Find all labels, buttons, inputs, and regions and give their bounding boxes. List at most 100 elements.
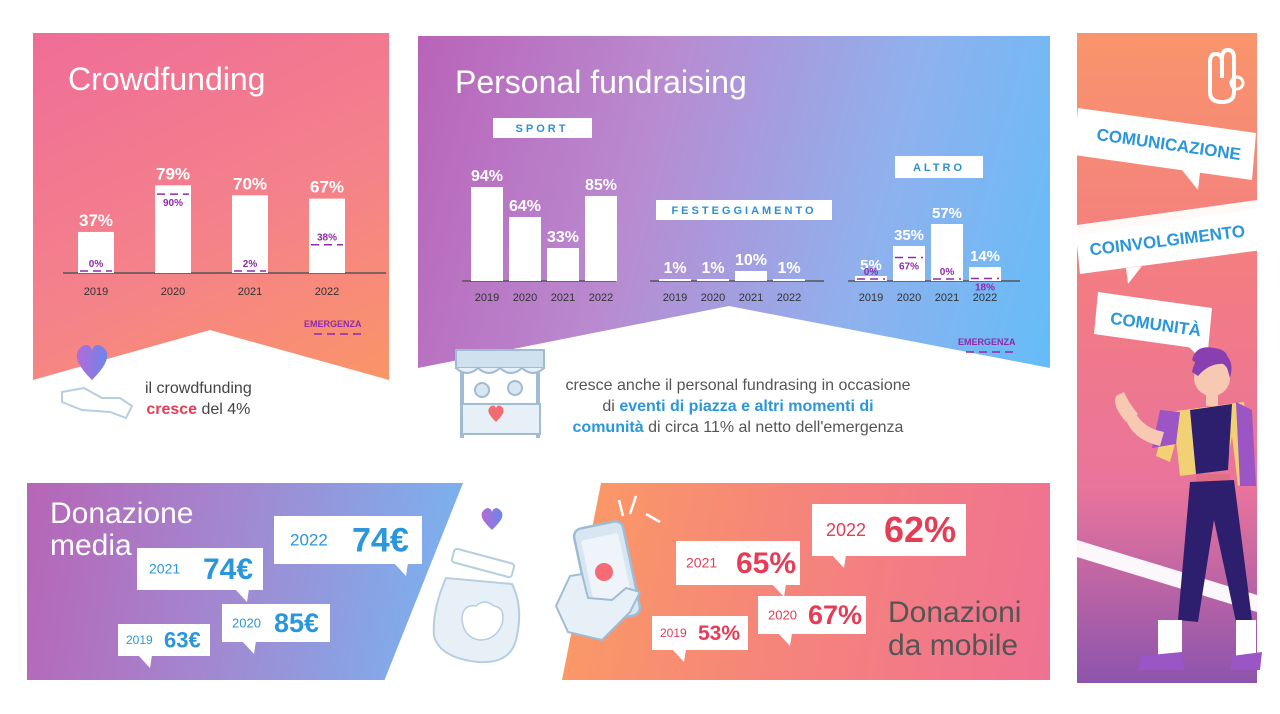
emergency-value-altro-2019: 0% [864, 267, 879, 278]
year-label-crowdfunding-2021: 2021 [238, 286, 262, 298]
emergency-value-crowdfunding-2021: 2% [243, 259, 258, 270]
bubble-year-mobile-2021: 2021 [686, 555, 717, 571]
year-label-festeggiamento-2022: 2022 [777, 292, 801, 304]
year-label-sport-2022: 2022 [589, 292, 613, 304]
emergency-value-crowdfunding-2019: 0% [89, 259, 104, 270]
bar-altro-2022 [969, 267, 1001, 281]
bubble-value-media-2019: 63€ [164, 627, 201, 652]
bar-label-crowdfunding-2021: 70% [233, 174, 267, 193]
value-bubble-mobile-2022: 2022 62% [812, 504, 966, 568]
bar-label-altro-2019: 5% [860, 257, 882, 274]
bar-crowdfunding-2022 [309, 198, 345, 273]
bubble-year-media-2022: 2022 [290, 531, 328, 550]
bar-label-festeggiamento-2020: 1% [701, 260, 724, 277]
bubble-year-mobile-2019: 2019 [660, 626, 687, 640]
year-label-altro-2021: 2021 [935, 292, 959, 304]
donazioni-mobile-panel [562, 483, 1050, 680]
festeggiamento-label: FESTEGGIAMENTO [671, 205, 816, 217]
emergency-value-crowdfunding-2020: 90% [163, 198, 183, 209]
bar-sport-2022 [585, 196, 617, 281]
personal-note: cresce anche il personal fundrasing in o… [548, 375, 928, 438]
bubble-year-media-2019: 2019 [126, 633, 153, 647]
crowdfunding-title: Crowdfunding [68, 61, 265, 97]
personal-note-line2-pre: di [602, 398, 620, 415]
sport-label: SPORT [516, 123, 569, 135]
year-label-crowdfunding-2020: 2020 [161, 286, 185, 298]
bar-sport-2021 [547, 248, 579, 281]
year-label-altro-2022: 2022 [973, 292, 997, 304]
bar-altro-2020 [893, 246, 925, 281]
personal-note-line2-emph: eventi di piazza e altri momenti di [619, 398, 874, 415]
bar-label-sport-2019: 94% [471, 168, 503, 185]
bubble-value-mobile-2022: 62% [884, 509, 956, 550]
bubble-year-mobile-2020: 2020 [768, 607, 797, 622]
bar-label-altro-2020: 35% [894, 227, 924, 244]
value-bubble-media-2019: 2019 63€ [118, 624, 210, 668]
personal-notch [418, 306, 1050, 386]
value-bubble-mobile-2019: 2019 53% [652, 616, 748, 662]
bar-label-sport-2020: 64% [509, 198, 541, 215]
bubble-value-media-2022: 74€ [352, 521, 409, 559]
year-label-altro-2019: 2019 [859, 292, 883, 304]
personal-note-line3-emph: comunità [572, 419, 644, 436]
bar-label-crowdfunding-2022: 67% [310, 178, 344, 197]
value-bubble-media-2022: 2022 74€ [274, 516, 422, 576]
donazioni-mobile-title-line2: da mobile [888, 629, 1019, 662]
sport-label-box [493, 118, 592, 138]
bar-sport-2019 [471, 187, 503, 281]
person-illustration [1115, 347, 1262, 670]
bar-label-crowdfunding-2019: 37% [79, 211, 113, 230]
personal-note-line1: cresce anche il personal fundrasing in o… [565, 377, 911, 394]
year-label-altro-2020: 2020 [897, 292, 921, 304]
year-label-crowdfunding-2019: 2019 [84, 286, 108, 298]
year-label-sport-2021: 2021 [551, 292, 575, 304]
personal-emergency-legend: EMERGENZA [958, 337, 1016, 347]
bar-festeggiamento-2022 [773, 279, 805, 281]
bar-festeggiamento-2019 [659, 279, 691, 281]
bar-label-crowdfunding-2020: 79% [156, 164, 190, 183]
personal-title: Personal fundraising [455, 64, 747, 100]
donazione-media-title-line1: Donazione [50, 497, 194, 530]
year-label-festeggiamento-2019: 2019 [663, 292, 687, 304]
altro-label: ALTRO [913, 162, 965, 174]
bar-altro-2021 [931, 224, 963, 281]
value-bubble-mobile-2021: 2021 65% [676, 541, 800, 597]
donazione-media-title: Donazione media [50, 498, 193, 562]
emergency-value-altro-2020: 67% [899, 262, 919, 273]
bar-festeggiamento-2020 [697, 279, 729, 281]
bubble-value-mobile-2019: 53% [698, 622, 740, 645]
bar-sport-2020 [509, 217, 541, 281]
emergency-value-altro-2021: 0% [940, 267, 955, 278]
crowdfunding-notch [33, 330, 389, 394]
bubble-value-mobile-2021: 65% [736, 547, 796, 580]
crowdfunding-emergency-legend: EMERGENZA [304, 319, 362, 329]
festeggiamento-label-box [656, 200, 832, 220]
crowdfunding-note-rest: del 4% [197, 401, 251, 418]
donazioni-mobile-title: Donazioni da mobile [888, 596, 1021, 662]
bar-label-festeggiamento-2022: 1% [777, 260, 800, 277]
bar-label-festeggiamento-2021: 10% [735, 252, 767, 269]
year-label-sport-2020: 2020 [513, 292, 537, 304]
value-bubble-mobile-2020: 2020 67% [758, 596, 866, 646]
bubble-comunicazione: COMUNICAZIONE [1074, 108, 1256, 190]
crowdfunding-note: il crowdfunding cresce del 4% [145, 378, 252, 420]
emergency-value-crowdfunding-2022: 38% [317, 233, 337, 244]
value-bubble-media-2021: 2021 74€ [137, 548, 263, 602]
bar-label-sport-2021: 33% [547, 229, 579, 246]
bubble-value-mobile-2020: 67% [808, 600, 862, 630]
bar-label-altro-2021: 57% [932, 205, 962, 222]
bar-crowdfunding-2019 [78, 231, 114, 273]
donazioni-mobile-title-line1: Donazioni [888, 596, 1022, 629]
personal-note-line3-rest: di circa 11% al netto dell'emergenza [643, 419, 904, 436]
donation-jar-icon [432, 508, 521, 664]
value-bubble-media-2020: 2020 85€ [222, 604, 330, 654]
bubble-year-mobile-2022: 2022 [826, 520, 866, 540]
